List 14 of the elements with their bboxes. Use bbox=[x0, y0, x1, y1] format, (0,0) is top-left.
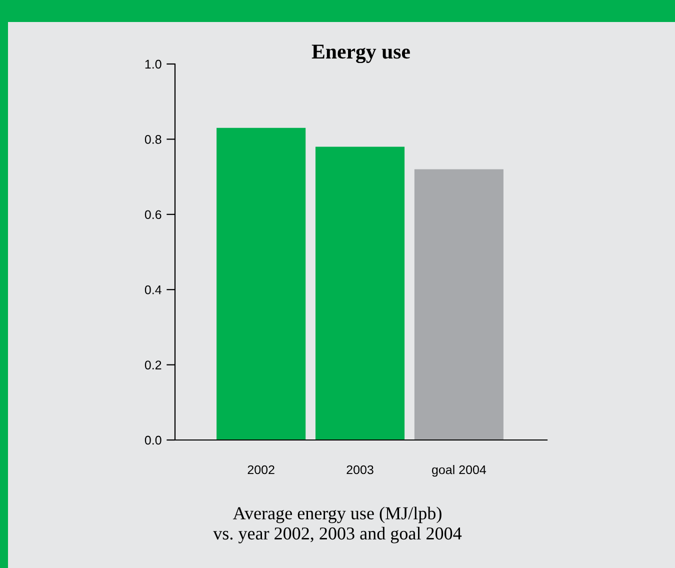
y-tick-label: 1.0 bbox=[145, 60, 162, 69]
bar bbox=[315, 146, 405, 440]
bar bbox=[216, 128, 306, 440]
y-tick-label: 0.2 bbox=[144, 360, 162, 370]
text: Average energy use (MJ/lpb) vs. year 2002, 2003 and goal 2004 bbox=[213, 506, 462, 544]
chart-title: Energy use bbox=[312, 44, 410, 64]
y-tick-label: 0.6 bbox=[144, 210, 162, 220]
x-tick-label: 2003 bbox=[346, 465, 374, 474]
y-tick-label: 0.8 bbox=[144, 135, 162, 144]
x-tick-label: 2002 bbox=[248, 465, 274, 474]
x-tick-label: goal 2004 bbox=[432, 465, 486, 477]
bar bbox=[414, 169, 504, 440]
y-tick-label: 0.4 bbox=[144, 285, 162, 294]
y-tick-label: 0.0 bbox=[144, 436, 162, 445]
